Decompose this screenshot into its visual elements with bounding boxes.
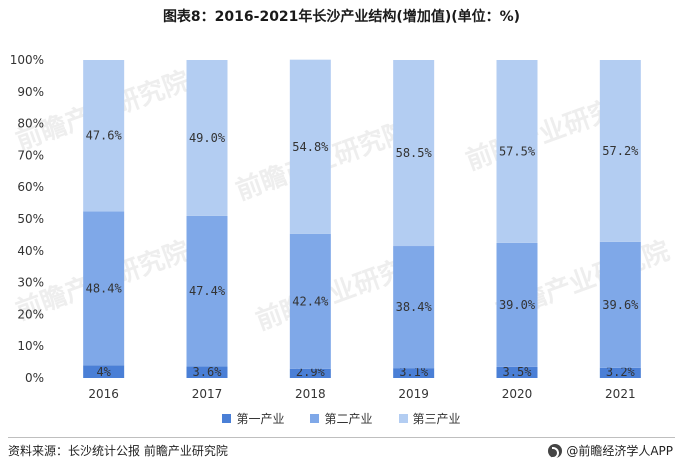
legend: 第一产业 第二产业 第三产业 [0, 410, 683, 427]
bar-data-label: 3.1% [399, 365, 429, 379]
legend-label: 第三产业 [412, 412, 461, 426]
bar-data-label: 49.0% [189, 131, 226, 145]
bar-data-label: 57.5% [499, 144, 536, 158]
bar-segment [496, 60, 538, 243]
x-tick-label: 2016 [88, 387, 119, 401]
y-axis: 0% 10% 20% 30% 40% 50% 60% 70% 80% 90% 100% [10, 53, 44, 385]
legend-swatch [398, 414, 408, 423]
legend-item: 第二产业 [310, 410, 373, 427]
y-tick-label: 80% [17, 117, 44, 131]
bar-segment [83, 211, 125, 366]
bar-segment [83, 365, 125, 378]
legend-swatch [310, 414, 320, 423]
bar-data-label: 3.5% [503, 365, 533, 379]
legend-label: 第一产业 [236, 412, 285, 426]
y-tick-label: 20% [17, 307, 44, 321]
bar-segment [289, 368, 331, 378]
x-axis: 2016 2017 2018 2019 2020 2021 [88, 387, 635, 401]
bar-data-label: 42.4% [292, 294, 329, 308]
y-tick-label: 100% [10, 53, 44, 67]
bar-segment [393, 368, 435, 378]
bar-data-label: 3.6% [193, 365, 223, 379]
bar-segment [186, 60, 228, 216]
bar-segment [599, 241, 641, 368]
bar-data-label: 3.2% [606, 365, 636, 379]
bar-segment [186, 366, 228, 378]
y-tick-label: 90% [17, 85, 44, 99]
bar-data-label: 39.6% [602, 298, 639, 312]
bar-data-label: 57.2% [602, 144, 639, 158]
bar-data-label: 39.0% [499, 298, 536, 312]
bar-segment [599, 60, 641, 242]
brand-credit: @前瞻经济学人APP [548, 442, 673, 459]
stacked-bar-chart: 前瞻产业研究院前瞻产业研究院前瞻产业研究院前瞻产业研究院前瞻产业研究院前瞻产业研… [10, 53, 674, 401]
y-tick-label: 60% [17, 180, 44, 194]
bar-segment [599, 367, 641, 378]
bar-segment [496, 242, 538, 367]
bar-segment [393, 60, 435, 247]
bar-segment [289, 233, 331, 369]
x-tick-label: 2021 [605, 387, 636, 401]
y-tick-label: 70% [17, 148, 44, 162]
bar-data-label: 4% [96, 365, 111, 379]
y-tick-label: 40% [17, 244, 44, 258]
bar-data-label: 47.4% [189, 284, 226, 298]
y-tick-label: 0% [25, 371, 44, 385]
x-tick-label: 2019 [398, 387, 429, 401]
legend-item: 第一产业 [222, 410, 284, 427]
bar-data-label: 54.8% [292, 140, 329, 154]
x-tick-label: 2017 [192, 387, 223, 401]
bar-segment [83, 60, 125, 212]
bars: 4%48.4%47.6%3.6%47.4%49.0%2.9%42.4%54.8%… [83, 59, 641, 379]
bar-segment [496, 366, 538, 378]
footer-divider [8, 437, 675, 438]
x-tick-label: 2020 [502, 387, 533, 401]
bar-segment [186, 215, 228, 367]
legend-swatch [222, 414, 232, 423]
source-note: 资料来源：长沙统计公报 前瞻产业研究院 [8, 444, 228, 458]
bar-data-label: 58.5% [396, 146, 433, 160]
brand-text: @前瞻经济学人APP [566, 444, 673, 458]
x-tick-label: 2018 [295, 387, 326, 401]
bar-segment [289, 59, 331, 234]
bar-data-label: 38.4% [396, 300, 433, 314]
y-tick-label: 30% [17, 276, 44, 290]
bar-segment [393, 246, 435, 369]
y-tick-label: 10% [17, 339, 44, 353]
y-tick-label: 50% [17, 212, 44, 226]
chart-title: 图表8：2016-2021年长沙产业结构(增加值)(单位：%) [162, 9, 521, 25]
legend-label: 第二产业 [324, 412, 373, 426]
legend-item: 第三产业 [398, 410, 461, 427]
brand-logo-icon [548, 443, 563, 459]
bar-data-label: 48.4% [86, 281, 123, 295]
bar-data-label: 47.6% [86, 129, 123, 143]
